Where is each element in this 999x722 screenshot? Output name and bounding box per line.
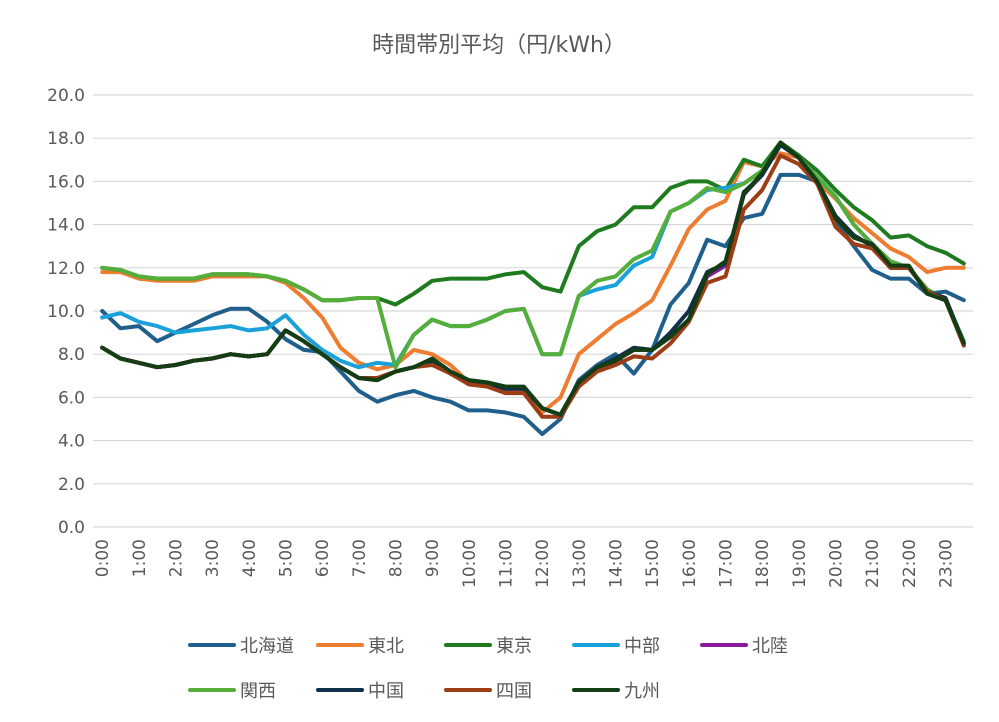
x-axis-ticks: 0:00 1:00 2:00 3:00 4:00 5:00 6:00 7:00 8:00 9:00…	[93, 539, 956, 588]
x-tick-label: 13:00	[570, 539, 590, 588]
x-tick-label: 4:00	[240, 539, 260, 577]
series-line-5	[100, 142, 966, 370]
x-tick-label: 14:00	[607, 539, 627, 588]
x-tick-label: 17:00	[717, 539, 737, 588]
x-tick-label: 1:00	[130, 539, 150, 577]
y-axis-ticks: 0.0 2.0 4.0 6.0 8.0 10.0 12.0 14.0 16.0 18.0 20.0	[47, 86, 85, 538]
y-tick-label: 18.0	[47, 129, 85, 149]
legend-label: 北海道	[240, 636, 294, 657]
y-tick-label: 8.0	[58, 345, 85, 365]
y-tick-label: 6.0	[58, 388, 85, 408]
series-line-8	[100, 140, 966, 417]
series-line-1	[100, 151, 966, 415]
y-tick-label: 12.0	[47, 259, 85, 279]
y-tick-label: 0.0	[58, 518, 85, 538]
legend-label: 東京	[496, 636, 532, 657]
x-tick-label: 10:00	[460, 539, 480, 588]
x-tick-label: 19:00	[790, 539, 810, 588]
x-tick-label: 8:00	[387, 539, 407, 577]
legend-label: 中国	[368, 681, 404, 702]
legend-label: 関西	[240, 681, 276, 702]
x-tick-label: 11:00	[497, 539, 517, 588]
y-tick-label: 16.0	[47, 172, 85, 192]
y-tick-label: 14.0	[47, 216, 85, 236]
legend-label: 四国	[496, 681, 532, 702]
x-tick-label: 2:00	[167, 539, 187, 577]
x-tick-label: 22:00	[900, 539, 920, 588]
series-layer	[100, 140, 966, 437]
legend-label: 東北	[368, 636, 404, 657]
y-tick-label: 2.0	[58, 475, 85, 495]
x-tick-label: 23:00	[937, 539, 957, 588]
legend-label: 九州	[624, 681, 660, 702]
y-tick-label: 10.0	[47, 302, 85, 322]
x-tick-label: 21:00	[863, 539, 883, 588]
x-tick-label: 18:00	[753, 539, 773, 588]
x-tick-label: 20:00	[827, 539, 847, 588]
grid-layer	[93, 94, 973, 528]
x-tick-label: 9:00	[423, 539, 443, 577]
x-tick-label: 0:00	[93, 539, 113, 577]
x-tick-label: 5:00	[277, 539, 297, 577]
y-tick-label: 4.0	[58, 432, 85, 452]
x-tick-label: 6:00	[313, 539, 333, 577]
x-tick-label: 16:00	[680, 539, 700, 588]
chart-title: 時間帯別平均（円/kWh）	[372, 33, 626, 58]
x-tick-label: 12:00	[533, 539, 553, 588]
x-tick-label: 15:00	[643, 539, 663, 588]
x-tick-label: 7:00	[350, 539, 370, 577]
legend-label: 中部	[624, 636, 660, 657]
x-tick-label: 3:00	[203, 539, 223, 577]
y-tick-label: 20.0	[47, 86, 85, 106]
legend-label: 北陸	[752, 636, 788, 657]
